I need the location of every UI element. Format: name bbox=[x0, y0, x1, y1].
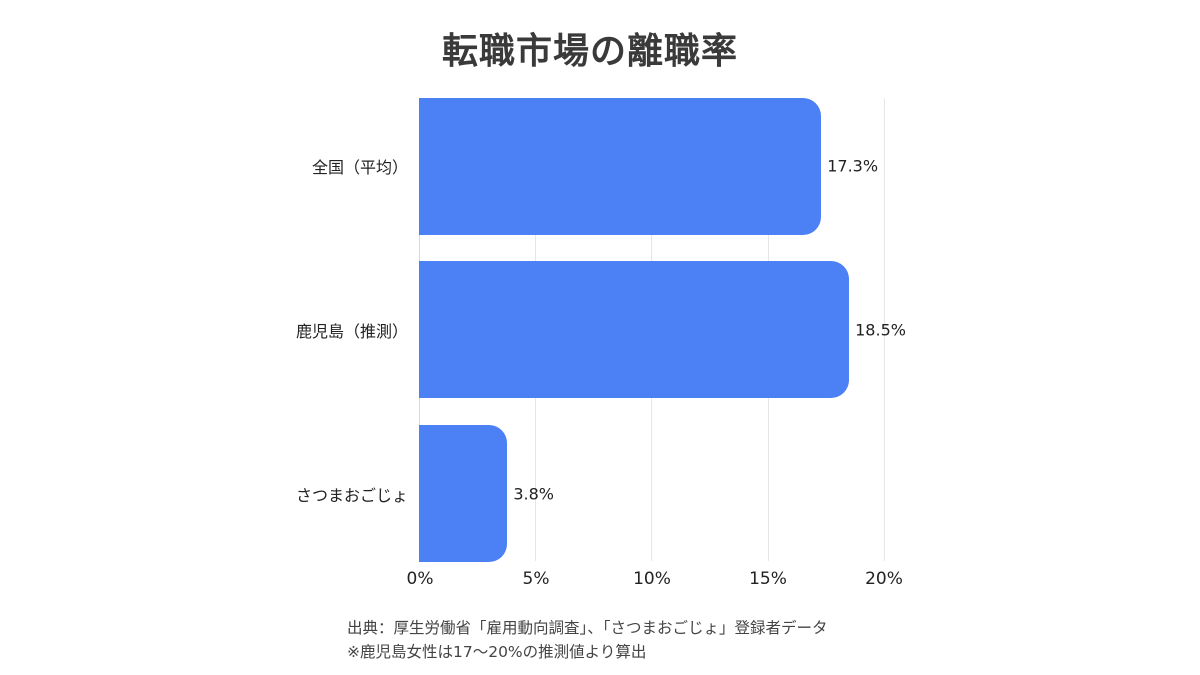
source-note: 出典：厚生労働省「雇用動向調査」、「さつまおごじょ」登録者データ bbox=[347, 619, 828, 637]
category-label: 全国（平均） bbox=[311, 158, 408, 177]
category-label: 鹿児島（推測） bbox=[295, 322, 408, 341]
category-label: さつまおごじょ bbox=[295, 486, 408, 505]
chart-title: 転職市場の離職率 bbox=[441, 31, 738, 72]
x-tick-label: 0% bbox=[406, 569, 434, 589]
plot-area: 17.3% 18.5% 3.8% bbox=[419, 98, 906, 562]
x-tick-label: 5% bbox=[522, 569, 550, 589]
x-tick-label: 10% bbox=[633, 569, 671, 589]
bar-national-average bbox=[419, 98, 822, 235]
x-tick-label: 15% bbox=[749, 569, 787, 589]
bar-satsuma-ogojo bbox=[419, 425, 508, 562]
gridline-20 bbox=[884, 98, 885, 561]
value-label: 3.8% bbox=[513, 484, 554, 504]
bar-kagoshima-estimate bbox=[419, 261, 850, 398]
estimate-note: ※鹿児島女性は17〜20%の推測値より算出 bbox=[347, 643, 647, 661]
value-label: 18.5% bbox=[855, 320, 906, 340]
value-label: 17.3% bbox=[827, 156, 879, 176]
x-tick-label: 20% bbox=[865, 569, 903, 589]
